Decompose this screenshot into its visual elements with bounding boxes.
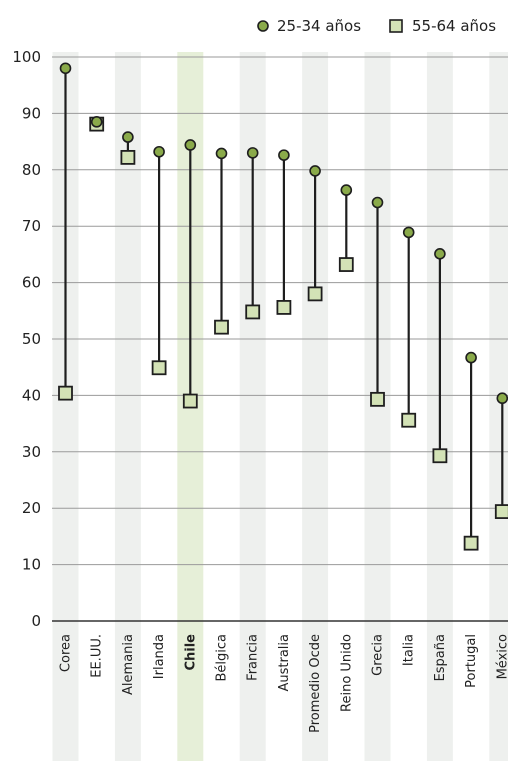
marker-25-34-mexico [496,392,508,405]
marker-25-34-ee-uu [90,116,103,128]
marker-55-64-australia [276,300,292,315]
x-label-ee-uu: EE.UU. [90,634,105,678]
x-label-chile: Chile [183,634,198,671]
marker-55-64-francia [245,304,261,320]
marker-55-64-mexico [494,504,508,519]
y-tick-label-90: 90 [22,104,41,122]
y-tick-label-70: 70 [22,217,41,235]
marker-55-64-reino-unido [338,257,354,272]
x-label-corea: Corea [59,634,74,672]
y-tick-label-10: 10 [22,556,41,574]
data-markers [58,62,508,551]
x-label-mexico: México [495,634,508,679]
marker-55-64-belgica [214,319,229,335]
marker-25-34-italia [402,226,415,239]
y-axis-ticks: 0 10 20 30 40 50 60 70 80 90 100 [12,48,41,630]
legend: 25-34 años 55-64 años [257,17,496,35]
x-label-italia: Italia [402,634,417,666]
y-tick-label-60: 60 [22,274,41,292]
marker-25-34-espana [434,248,446,260]
marker-55-64-corea [58,385,73,401]
marker-25-34-reino-unido [340,184,353,196]
x-label-grecia: Grecia [371,634,386,676]
x-label-alemania: Alemania [121,634,136,695]
range-stems [64,68,504,544]
y-tick-label-20: 20 [22,499,41,517]
marker-55-64-grecia [370,391,385,407]
y-tick-label-50: 50 [22,330,41,348]
marker-55-64-chile [182,393,198,409]
marker-55-64-italia [401,412,417,428]
legend-label-55-64: 55-64 años [412,17,496,35]
marker-25-34-australia [278,149,290,161]
marker-55-64-portugal [463,535,479,551]
x-label-promedio-ocde: Promedio Ocde [308,634,323,733]
y-tick-label-0: 0 [31,612,41,630]
marker-25-34-portugal [465,351,477,364]
legend-label-25-34: 25-34 años [277,17,361,35]
marker-55-64-alemania [120,149,136,165]
marker-25-34-irlanda [153,145,165,158]
marker-25-34-belgica [215,147,228,160]
column-band-mexico [489,52,508,761]
marker-25-34-promedio-ocde [309,165,321,177]
x-label-irlanda: Irlanda [152,634,167,679]
marker-25-34-corea [59,62,72,75]
x-label-belgica: Bélgica [215,634,230,682]
marker-55-64-irlanda [151,360,167,376]
marker-55-64-promedio-ocde [307,286,323,302]
y-tick-label-80: 80 [22,161,41,179]
x-label-portugal: Portugal [464,634,479,688]
y-tick-label-40: 40 [22,386,41,404]
x-label-australia: Australia [277,634,292,692]
x-label-reino-unido: Reino Unido [339,634,354,712]
marker-25-34-grecia [371,196,384,209]
gridlines [52,56,508,622]
marker-25-34-chile [184,139,197,151]
y-tick-label-30: 30 [22,443,41,461]
legend-square-marker [389,19,403,33]
x-axis-labels: Corea EE.UU. Alemania Irlanda Chile Bélgica Fr… [59,634,508,733]
y-tick-label-100: 100 [12,48,41,66]
marker-55-64-espana [432,448,448,464]
x-label-francia: Francia [246,634,261,681]
x-label-espana: España [433,634,448,681]
legend-circle-marker [257,20,269,32]
marker-25-34-alemania [122,131,134,143]
marker-25-34-francia [246,147,259,159]
